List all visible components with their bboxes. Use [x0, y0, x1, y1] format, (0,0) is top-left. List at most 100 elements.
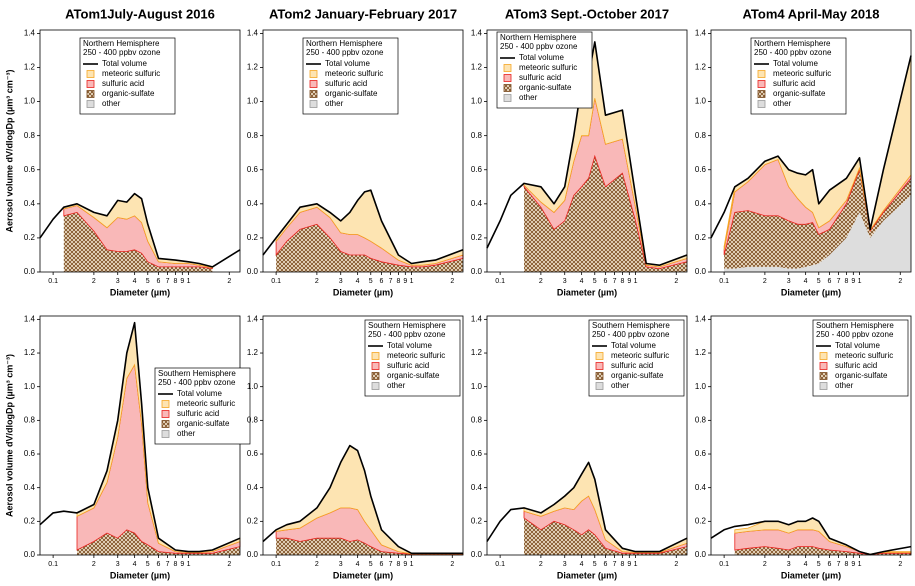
- x-tick-label: 3: [563, 278, 567, 285]
- y-tick-label: 0.0: [247, 267, 259, 276]
- legend-label: organic-sulfate: [177, 419, 230, 428]
- panel: 0.0 0.2 0.4 0.6 0.8 1.0 1.2 1.4 0.1 2 3 4 5 6 7 8 9 1 2 Dia…: [471, 314, 688, 580]
- plot-frame: [486, 29, 688, 273]
- area: [724, 195, 911, 272]
- legend-label: organic-sulfate: [773, 89, 826, 98]
- line: [710, 55, 912, 239]
- x-tick-label: 3: [339, 278, 343, 285]
- plot-frame: [710, 29, 912, 273]
- legend-label: Total volume: [102, 59, 147, 68]
- y-tick-label: 0.8: [247, 415, 259, 424]
- panel: 0.0 0.2 0.4 0.6 0.8 1.0 1.2 1.4 0.1 2 3 4 5 6 7 8 9 1 2 Dia…: [4, 314, 251, 580]
- legend-annotation: 250 - 400 ppbv ozone: [500, 42, 578, 51]
- x-tick-label: 4: [356, 278, 360, 285]
- legend-annotation: Southern Hemisphere: [368, 321, 446, 330]
- y-tick-label: 1.0: [247, 382, 259, 391]
- legend-label: other: [387, 381, 406, 390]
- y-tick-label: 0.8: [24, 131, 36, 140]
- legend-label: meteoric sulfuric: [835, 351, 893, 360]
- x-tick-label: 1: [187, 561, 191, 568]
- legend-label: sulfuric acid: [387, 361, 429, 370]
- x-tick-label: 4: [580, 561, 584, 568]
- legend-swatch: [819, 362, 828, 370]
- legend-label: organic-sulfate: [835, 371, 888, 380]
- y-tick-label: 0.8: [471, 415, 483, 424]
- legend-annotation: 250 - 400 ppbv ozone: [368, 330, 446, 339]
- y-tick-label: 0.6: [24, 165, 36, 174]
- y-tick-label: 0.0: [471, 267, 483, 276]
- x-tick-label: 0.1: [48, 278, 58, 285]
- x-axis-label: Diameter (µm): [110, 287, 170, 297]
- legend-label: other: [325, 99, 344, 108]
- legend-label: sulfuric acid: [835, 361, 877, 370]
- x-tick-label: 4: [580, 278, 584, 285]
- x-tick-label: 9: [403, 278, 407, 285]
- x-tick-label: 2: [450, 561, 454, 568]
- x-tick-label: 4: [804, 561, 808, 568]
- x-tick-label: 2: [763, 278, 767, 285]
- y-tick-label: 0.0: [695, 267, 707, 276]
- x-tick-label: 1: [634, 561, 638, 568]
- legend-swatch: [595, 382, 604, 390]
- y-tick-label: 0.6: [471, 165, 483, 174]
- legend-annotation: Southern Hemisphere: [816, 321, 894, 330]
- legend-annotation: Southern Hemisphere: [592, 321, 670, 330]
- y-tick-label: 1.2: [247, 348, 259, 357]
- x-tick-label: 3: [563, 561, 567, 568]
- y-tick-label: 1.2: [24, 348, 36, 357]
- x-tick-label: 2: [898, 278, 902, 285]
- y-tick-label: 1.4: [471, 314, 483, 323]
- x-tick-label: 0.1: [271, 278, 281, 285]
- panel: 0.0 0.2 0.4 0.6 0.8 1.0 1.2 1.4 0.1 2 3 4 5 6 7 8 9 1 2 Dia…: [471, 6, 688, 297]
- x-axis-label: Diameter (µm): [110, 570, 170, 580]
- legend-annotation: 250 - 400 ppbv ozone: [754, 48, 832, 57]
- x-tick-label: 3: [787, 561, 791, 568]
- line: [262, 444, 463, 555]
- panel-title: ATom4 April-May 2018: [742, 6, 879, 21]
- panel-title: ATom2 January-February 2017: [269, 6, 457, 21]
- x-tick-label: 7: [837, 278, 841, 285]
- y-tick-label: 1.4: [471, 29, 483, 38]
- area: [276, 224, 463, 272]
- legend-label: meteoric sulfuric: [387, 351, 445, 360]
- y-axis-label: Aerosol volume dV/dlogDp (µm³ cm⁻³): [4, 70, 14, 233]
- legend-box: [364, 319, 461, 397]
- x-tick-label: 0.1: [719, 278, 729, 285]
- legend-swatch: [161, 400, 170, 408]
- y-tick-label: 0.6: [24, 449, 36, 458]
- x-tick-label: 8: [620, 278, 624, 285]
- legend-label: Total volume: [325, 59, 370, 68]
- y-tick-label: 1.2: [695, 63, 707, 72]
- legend-label: Total volume: [177, 389, 222, 398]
- legend-label: organic-sulfate: [387, 371, 440, 380]
- x-tick-label: 7: [166, 561, 170, 568]
- x-tick-label: 0.1: [495, 561, 505, 568]
- x-tick-label: 5: [593, 561, 597, 568]
- x-tick-label: 3: [787, 278, 791, 285]
- legend-swatch: [503, 64, 512, 72]
- x-tick-label: 9: [180, 561, 184, 568]
- y-tick-label: 0.6: [695, 449, 707, 458]
- legend-swatch: [309, 80, 318, 88]
- legend-box: [812, 319, 909, 397]
- x-tick-label: 7: [613, 561, 617, 568]
- x-tick-label: 8: [620, 561, 624, 568]
- y-tick-label: 0.2: [24, 516, 36, 525]
- plot-frame: [710, 315, 912, 556]
- x-tick-label: 9: [180, 278, 184, 285]
- y-tick-label: 1.0: [471, 382, 483, 391]
- x-tick-label: 6: [828, 278, 832, 285]
- area: [724, 169, 911, 269]
- y-tick-label: 0.6: [695, 165, 707, 174]
- x-tick-label: 6: [380, 278, 384, 285]
- legend-box: [302, 37, 399, 115]
- x-tick-label: 6: [157, 278, 161, 285]
- x-tick-label: 2: [227, 278, 231, 285]
- line: [39, 192, 241, 268]
- y-tick-label: 1.0: [24, 382, 36, 391]
- y-tick-label: 0.2: [247, 516, 259, 525]
- legend-label: other: [611, 381, 630, 390]
- legend-label: other: [835, 381, 854, 390]
- x-tick-label: 5: [817, 278, 821, 285]
